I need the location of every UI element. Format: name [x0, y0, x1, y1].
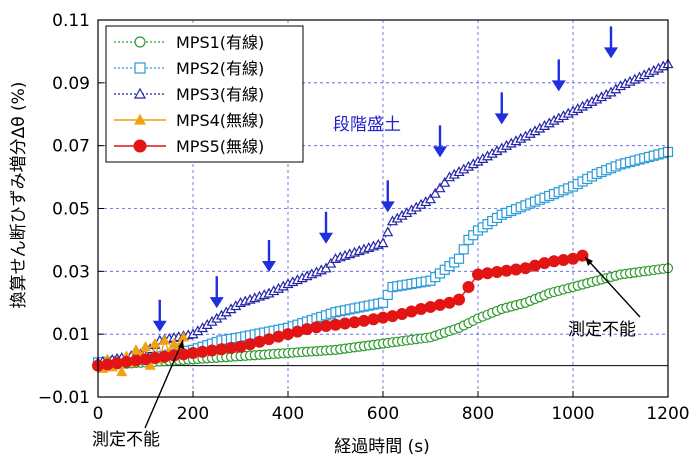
- annotation-leader-left-head: [178, 340, 184, 349]
- step-arrow: [604, 26, 618, 59]
- legend-item: MPS3(有線): [114, 85, 264, 104]
- data-point: [133, 87, 147, 99]
- y-tick-label: 0.07: [52, 137, 90, 157]
- annotation-unmeasurable-right: 測定不能: [568, 320, 636, 340]
- legend-label: MPS5(無線): [176, 137, 264, 156]
- legend-item: MPS1(有線): [114, 33, 264, 52]
- legend-label: MPS3(有線): [176, 85, 264, 104]
- data-point: [149, 337, 161, 348]
- data-point: [424, 193, 437, 204]
- data-point: [434, 182, 446, 193]
- step-arrow: [551, 59, 566, 92]
- x-axis-title: 経過時間 (s): [334, 437, 430, 457]
- x-tick-label: 800: [462, 404, 494, 424]
- step-arrow: [319, 211, 333, 244]
- annotation-leader-right-head: [585, 257, 593, 266]
- data-point: [453, 293, 465, 306]
- data-point: [462, 281, 475, 294]
- x-tick-label: 1000: [551, 404, 594, 424]
- step-arrow: [152, 299, 167, 332]
- data-point: [158, 334, 171, 345]
- legend-item: MPS5(無線): [114, 137, 264, 156]
- series-5: [92, 249, 589, 372]
- x-tick-label: 1200: [646, 404, 689, 424]
- series-3: [92, 58, 674, 367]
- legend-label: MPS1(有線): [176, 33, 264, 52]
- y-tick-label: 0.03: [52, 262, 90, 282]
- annotation-staged-embankment: 段階盛土: [333, 115, 401, 135]
- data-point: [177, 331, 190, 342]
- data-point: [377, 237, 389, 248]
- step-arrow: [262, 240, 276, 273]
- step-arrow: [433, 125, 447, 158]
- y-tick-label: 0.11: [52, 11, 90, 31]
- data-point: [325, 257, 337, 268]
- legend-label: MPS4(無線): [176, 111, 264, 130]
- annotation-leader-left: [144, 339, 184, 429]
- data-point: [439, 176, 451, 187]
- x-tick-label: 0: [93, 404, 104, 424]
- axis-ticks: 0 200 400 600 800 1000 1200 −0.01 0.01 0.03 0.05 0.…: [38, 11, 690, 424]
- data-point: [458, 244, 469, 255]
- step-arrows: [152, 26, 618, 332]
- x-tick-label: 200: [177, 404, 209, 424]
- y-tick-label: 0.05: [52, 200, 90, 220]
- data-point: [133, 139, 147, 153]
- y-tick-label: −0.01: [38, 388, 90, 408]
- data-point: [168, 337, 180, 348]
- x-tick-label: 600: [367, 404, 399, 424]
- data-point: [133, 113, 147, 125]
- y-tick-label: 0.09: [52, 74, 90, 94]
- step-arrow: [209, 276, 224, 309]
- data-point: [576, 249, 589, 262]
- legend-label: MPS2(有線): [176, 59, 264, 78]
- y-tick-label: 0.01: [52, 325, 90, 345]
- data-point: [144, 359, 156, 370]
- data-point: [134, 36, 146, 48]
- data-point: [453, 253, 465, 264]
- y-axis-title: 換算せん断ひずみ増分Δθ (%): [9, 82, 29, 309]
- annotation-unmeasurable-left: 測定不能: [92, 430, 160, 450]
- data-point: [382, 226, 394, 237]
- legend-item: MPS2(有線): [114, 59, 264, 78]
- data-point: [134, 62, 146, 74]
- data-point: [320, 262, 332, 273]
- annotation-leader-right: [584, 256, 641, 318]
- step-arrow: [380, 180, 395, 213]
- data-point: [130, 344, 142, 355]
- data-point: [116, 366, 128, 377]
- data-point: [139, 340, 152, 351]
- legend-item: MPS4(無線): [114, 111, 264, 130]
- step-arrow: [494, 92, 509, 125]
- data-point: [429, 187, 441, 198]
- x-tick-label: 400: [272, 404, 304, 424]
- legend: MPS1(有線) MPS2(有線) MPS3(有線) MPS4(無線) MPS5(無線): [105, 25, 304, 163]
- series-layer: [92, 58, 674, 377]
